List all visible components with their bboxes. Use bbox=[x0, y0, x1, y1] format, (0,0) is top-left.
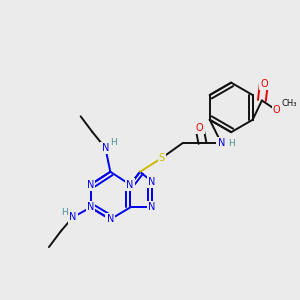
Text: CH₃: CH₃ bbox=[282, 99, 297, 108]
Text: H: H bbox=[110, 138, 117, 147]
Text: H: H bbox=[61, 208, 68, 217]
Text: N: N bbox=[69, 212, 76, 222]
Text: N: N bbox=[127, 180, 134, 190]
Text: N: N bbox=[218, 138, 225, 148]
Text: N: N bbox=[107, 214, 114, 224]
Text: O: O bbox=[196, 123, 203, 133]
Text: H: H bbox=[228, 139, 235, 148]
Text: O: O bbox=[260, 79, 268, 88]
Text: O: O bbox=[273, 105, 280, 116]
Text: N: N bbox=[148, 177, 156, 187]
Text: N: N bbox=[87, 202, 94, 212]
Text: N: N bbox=[87, 180, 94, 190]
Text: S: S bbox=[159, 153, 165, 163]
Text: N: N bbox=[102, 143, 109, 153]
Text: N: N bbox=[148, 202, 156, 212]
